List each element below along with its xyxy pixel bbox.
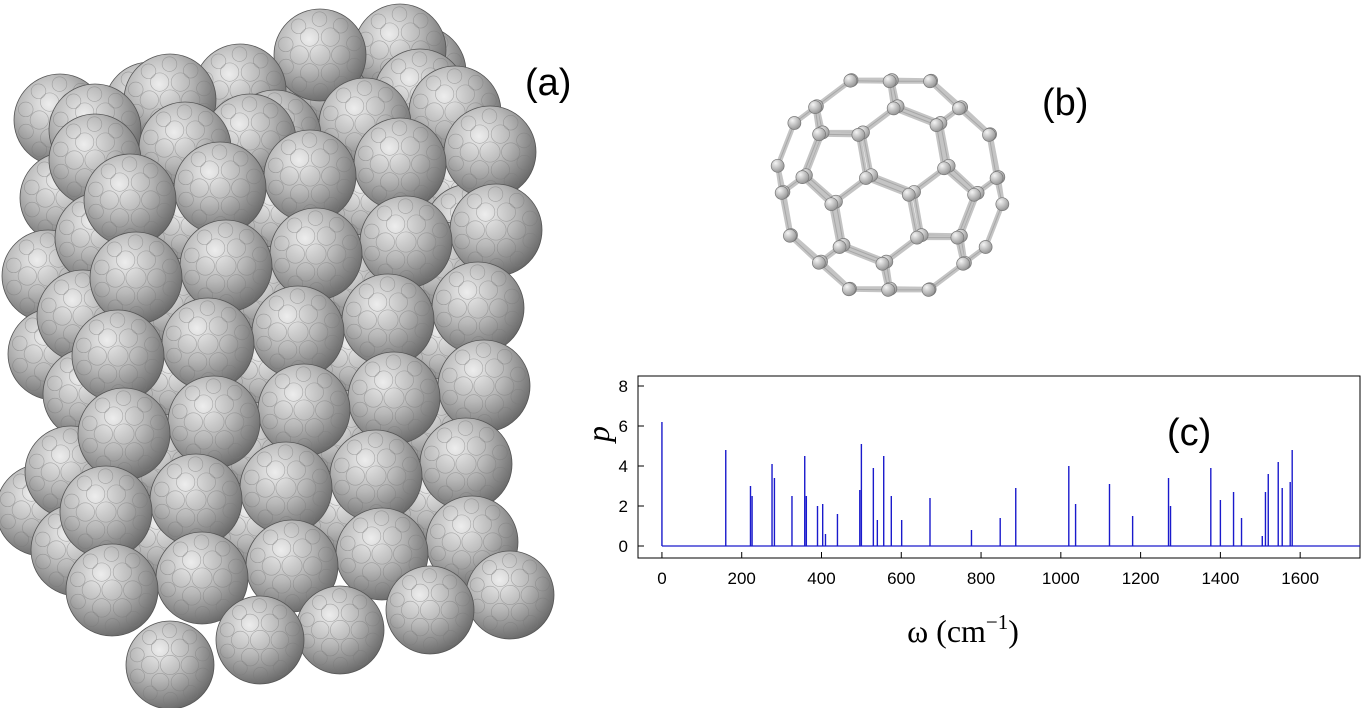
molecule-atom	[851, 128, 866, 142]
fullerene-sphere	[465, 550, 555, 640]
panel-a-label: (a)	[525, 62, 572, 104]
x-axis-label: ω (cm−1)	[907, 610, 1019, 649]
panel-a-c60-crystal	[0, 0, 600, 710]
molecule-atom	[859, 171, 873, 185]
fullerene-sphere	[71, 309, 165, 403]
fullerene-sphere	[161, 297, 255, 391]
molecule-atom	[929, 118, 944, 132]
fullerene-sphere	[167, 375, 261, 469]
molecule-atom	[995, 197, 1010, 212]
fullerene-sphere	[263, 129, 357, 223]
plot-frame	[637, 375, 1361, 559]
x-tick-label: 400	[807, 569, 835, 588]
molecule-atom	[832, 240, 847, 254]
fullerene-sphere	[173, 141, 267, 235]
molecule-atom	[956, 256, 970, 271]
fullerene-sphere	[269, 207, 363, 301]
molecule-bond-edge	[781, 192, 791, 236]
molecule-atom	[989, 171, 1004, 185]
molecule-atom	[812, 127, 826, 142]
molecule-atom	[950, 230, 965, 245]
molecule-bond-edge	[857, 134, 867, 179]
molecule-atom	[952, 101, 966, 116]
x-axis-label-exponent: −1	[986, 610, 1008, 634]
molecule-atom	[910, 230, 924, 245]
fullerene-sphere	[179, 219, 273, 313]
fullerene-sphere	[257, 363, 351, 457]
fullerene-sphere	[77, 387, 171, 481]
molecule-bond-edge	[862, 132, 872, 176]
y-tick-label: 6	[619, 417, 628, 436]
molecule-atom	[875, 256, 890, 271]
x-tick-label: 200	[728, 569, 756, 588]
fullerene-sphere	[347, 351, 441, 445]
molecule-bond-edge	[830, 204, 841, 248]
panel-b-c60-molecule	[740, 50, 1060, 320]
molecule-atom	[923, 74, 937, 89]
panel-b-label: (b)	[1042, 82, 1089, 124]
x-tick-label: 1200	[1122, 569, 1160, 588]
fullerene-sphere	[89, 231, 183, 325]
molecule-bond-edge	[988, 134, 998, 179]
fullerene-sphere	[295, 585, 385, 675]
molecule-atom	[795, 170, 810, 184]
x-axis-label-close: )	[1008, 613, 1019, 649]
x-tick-label: 600	[887, 569, 915, 588]
fullerene-sphere	[215, 595, 305, 685]
y-tick-label: 4	[619, 457, 628, 476]
molecule-bond-edge	[835, 201, 844, 245]
x-tick-label: 1600	[1281, 569, 1319, 588]
fullerene-sphere	[329, 429, 423, 523]
x-tick-label: 1400	[1201, 569, 1239, 588]
molecule-atom	[824, 197, 839, 212]
y-tick-label: 2	[619, 497, 628, 516]
molecule-bond-edge	[936, 125, 945, 169]
molecule-atom	[808, 100, 822, 115]
fullerene-sphere	[431, 261, 525, 355]
x-tick-label: 0	[657, 569, 666, 588]
molecule-atom	[881, 283, 896, 297]
molecule-bond-edge	[777, 122, 795, 166]
molecule-atom	[882, 74, 897, 89]
molecule-bond-edge	[985, 204, 1003, 248]
x-axis-label-main: ω (cm	[907, 613, 986, 649]
x-tick-label: 800	[967, 569, 995, 588]
panel-c-label: (c)	[1167, 412, 1211, 454]
molecule-atom	[811, 255, 826, 270]
molecule-atom	[982, 128, 996, 142]
fullerene-sphere	[65, 543, 159, 637]
molecule-atom	[937, 161, 951, 176]
molecule-bond-edge	[939, 122, 950, 166]
molecule-atom	[978, 240, 993, 254]
molecule-atom	[787, 116, 802, 130]
fullerene-sphere	[83, 153, 177, 247]
molecule-atom	[967, 187, 981, 202]
molecule-atom	[921, 283, 936, 297]
fullerene-sphere	[359, 195, 453, 289]
fullerene-sphere	[155, 531, 249, 625]
y-tick-label: 8	[619, 377, 628, 396]
y-axis-label: p	[580, 426, 616, 444]
fullerene-sphere	[125, 620, 215, 710]
y-tick-label: 0	[619, 537, 628, 556]
molecule-atom	[783, 228, 797, 243]
x-tick-label: 1000	[1042, 569, 1080, 588]
molecule-atom	[886, 101, 901, 116]
molecule-bond-edge	[913, 191, 923, 236]
fullerene-sphere	[385, 565, 475, 655]
crystal-image	[0, 3, 555, 710]
molecule-bond-edge	[908, 194, 918, 238]
molecule-image	[770, 73, 1010, 297]
fullerene-sphere	[437, 339, 531, 433]
molecule-atom	[770, 158, 785, 173]
fullerene-sphere	[449, 183, 543, 277]
molecule-atom	[774, 186, 789, 200]
molecule-atom	[843, 73, 858, 88]
fullerene-sphere	[353, 117, 447, 211]
molecule-atom	[901, 187, 916, 202]
molecule-atom	[842, 282, 856, 297]
